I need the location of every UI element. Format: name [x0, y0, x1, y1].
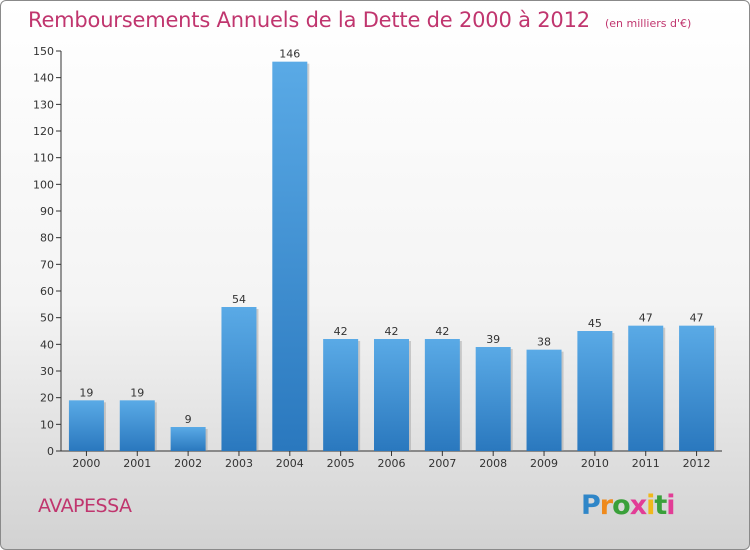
y-tick-label: 40	[40, 338, 54, 351]
bar	[374, 339, 409, 451]
brand-letter: i	[666, 490, 674, 521]
y-tick-label: 60	[40, 285, 54, 298]
bar	[577, 331, 612, 451]
x-tick-label: 2012	[683, 457, 711, 470]
y-tick-label: 130	[33, 98, 54, 111]
bar	[527, 350, 562, 451]
bar-value-label: 42	[435, 325, 449, 338]
brand-letter: i	[646, 490, 654, 521]
bar	[476, 347, 511, 451]
y-tick-label: 70	[40, 258, 54, 271]
bar	[120, 400, 155, 451]
x-tick-label: 2006	[378, 457, 406, 470]
y-tick-label: 100	[33, 178, 54, 191]
bar	[221, 307, 256, 451]
bar-value-label: 19	[130, 386, 144, 399]
x-tick-label: 2003	[225, 457, 253, 470]
bar-chart: 0 10 20 30 40 50 60 70 80 90 100 110 120 130 140 150 200…	[1, 1, 749, 549]
bar-value-label: 39	[486, 333, 500, 346]
x-tick-label: 2001	[123, 457, 151, 470]
brand-letter: x	[630, 490, 646, 521]
x-tick-label: 2005	[327, 457, 355, 470]
bar	[628, 326, 663, 451]
x-tick-label: 2002	[174, 457, 202, 470]
y-tick-label: 30	[40, 365, 54, 378]
y-tick-label: 20	[40, 392, 54, 405]
bar	[171, 427, 206, 451]
brand-letter: o	[612, 490, 630, 521]
brand-logo: Proxiti	[581, 490, 675, 521]
chart-frame: Remboursements Annuels de la Dette de 20…	[0, 0, 750, 550]
y-tick-label: 0	[47, 445, 54, 458]
y-tick-label: 50	[40, 312, 54, 325]
x-tick-label: 2000	[72, 457, 100, 470]
bar-value-label: 47	[639, 312, 653, 325]
bar-value-label: 45	[588, 317, 602, 330]
brand-letter: t	[654, 490, 666, 521]
y-tick-label: 140	[33, 72, 54, 85]
bar	[323, 339, 358, 451]
bar-value-label: 54	[232, 293, 246, 306]
bar	[69, 400, 104, 451]
bar-value-label: 38	[537, 336, 551, 349]
bar-value-label: 146	[279, 48, 300, 61]
x-tick-label: 2010	[581, 457, 609, 470]
x-tick-label: 2007	[428, 457, 456, 470]
x-tick-label: 2008	[479, 457, 507, 470]
x-tick-label: 2004	[276, 457, 304, 470]
bar	[679, 326, 714, 451]
bar	[272, 62, 307, 451]
commune-name: AVAPESSA	[38, 495, 132, 517]
y-tick-label: 120	[33, 125, 54, 138]
bar-value-label: 42	[334, 325, 348, 338]
brand-letter: r	[600, 490, 612, 521]
bar-value-label: 19	[79, 386, 93, 399]
bar-value-label: 42	[385, 325, 399, 338]
y-tick-label: 150	[33, 45, 54, 58]
y-tick-label: 110	[33, 152, 54, 165]
brand-letter: P	[581, 490, 600, 521]
bar-value-label: 47	[690, 312, 704, 325]
y-tick-label: 10	[40, 418, 54, 431]
x-tick-label: 2011	[632, 457, 660, 470]
x-tick-label: 2009	[530, 457, 558, 470]
y-tick-label: 90	[40, 205, 54, 218]
bar-value-label: 9	[185, 413, 192, 426]
bars: 19 19 9 54 146 42 42 42 39 38 45 47 47	[69, 48, 716, 451]
bar	[425, 339, 460, 451]
y-tick-label: 80	[40, 232, 54, 245]
